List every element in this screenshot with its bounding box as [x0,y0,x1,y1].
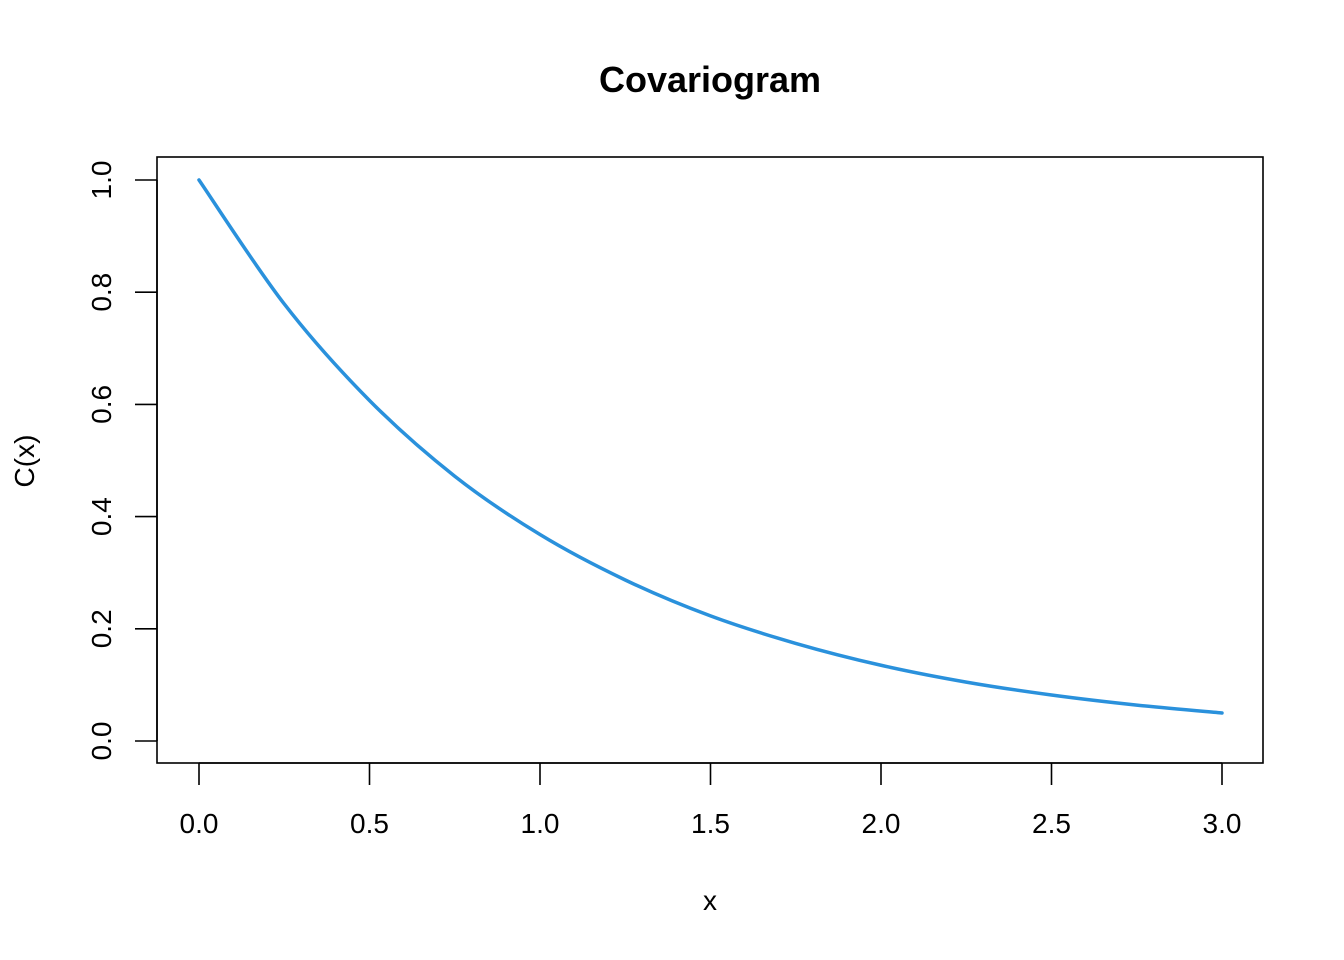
x-axis-label: x [703,885,717,916]
series-line [197,178,1224,715]
y-tick-label: 0.2 [86,609,117,648]
x-axis: 0.0 0.5 1.0 1.5 2.0 2.5 3.0 [180,762,1242,839]
x-tick-label: 2.5 [1032,808,1071,839]
plot-frame [156,156,1264,764]
y-tick-label: 0.6 [86,385,117,424]
x-tick-label: 3.0 [1203,808,1242,839]
x-tick-label: 1.0 [521,808,560,839]
x-tick-label: 2.0 [862,808,901,839]
y-axis-label: C(x) [9,435,40,488]
chart-title: Covariogram [599,59,821,100]
y-tick-label: 0.0 [86,722,117,761]
y-tick-label: 0.4 [86,497,117,536]
y-tick-label: 0.8 [86,273,117,312]
y-axis: 0.0 0.2 0.4 0.6 0.8 1.0 [86,161,158,761]
x-tick-label: 0.5 [350,808,389,839]
x-tick-label: 0.0 [180,808,219,839]
y-tick-label: 1.0 [86,161,117,200]
x-tick-label: 1.5 [691,808,730,839]
